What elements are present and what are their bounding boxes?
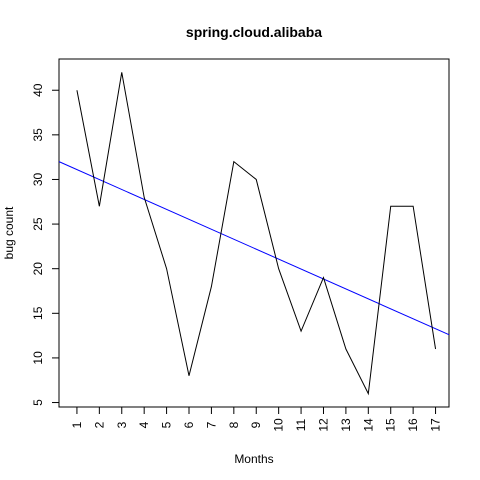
x-tick-label: 12 <box>316 418 330 432</box>
x-tick-label: 11 <box>294 418 308 431</box>
x-tick-label: 17 <box>429 418 443 432</box>
x-tick-label: 9 <box>249 421 263 428</box>
x-tick-label: 8 <box>227 421 241 428</box>
series-line <box>76 72 437 396</box>
x-tick-label: 16 <box>406 418 420 432</box>
x-tick-label: 10 <box>272 418 286 432</box>
x-tick-label: 1 <box>70 421 84 428</box>
plot-frame <box>58 58 450 408</box>
x-axis-label: Months <box>234 452 273 466</box>
y-tick-label: 20 <box>31 262 45 276</box>
x-tick-label: 6 <box>182 421 196 428</box>
x-tick-label: 2 <box>92 421 106 428</box>
y-tick-label: 10 <box>31 351 45 365</box>
y-tick-label: 15 <box>31 306 45 320</box>
y-tick-label: 5 <box>31 399 45 406</box>
y-axis-label: bug count <box>2 206 16 259</box>
x-axis: 1 2 3 4 5 6 7 8 9 10 11 12 13 14 15 16 17 <box>70 406 443 432</box>
x-tick-label: 3 <box>115 421 129 428</box>
x-tick-label: 14 <box>361 418 375 432</box>
x-tick-label: 4 <box>137 421 151 428</box>
x-tick-label: 5 <box>160 421 174 428</box>
y-axis: 5 10 15 20 25 30 35 40 <box>31 83 60 406</box>
y-tick-label: 25 <box>31 217 45 231</box>
y-tick-label: 40 <box>31 83 45 97</box>
chart-title: spring.cloud.alibaba <box>186 24 322 40</box>
x-tick-label: 7 <box>204 421 218 428</box>
x-tick-label: 13 <box>339 418 353 432</box>
y-tick-label: 30 <box>31 172 45 186</box>
y-tick-label: 35 <box>31 128 45 142</box>
trend-line <box>58 161 450 336</box>
x-tick-label: 15 <box>384 418 398 432</box>
